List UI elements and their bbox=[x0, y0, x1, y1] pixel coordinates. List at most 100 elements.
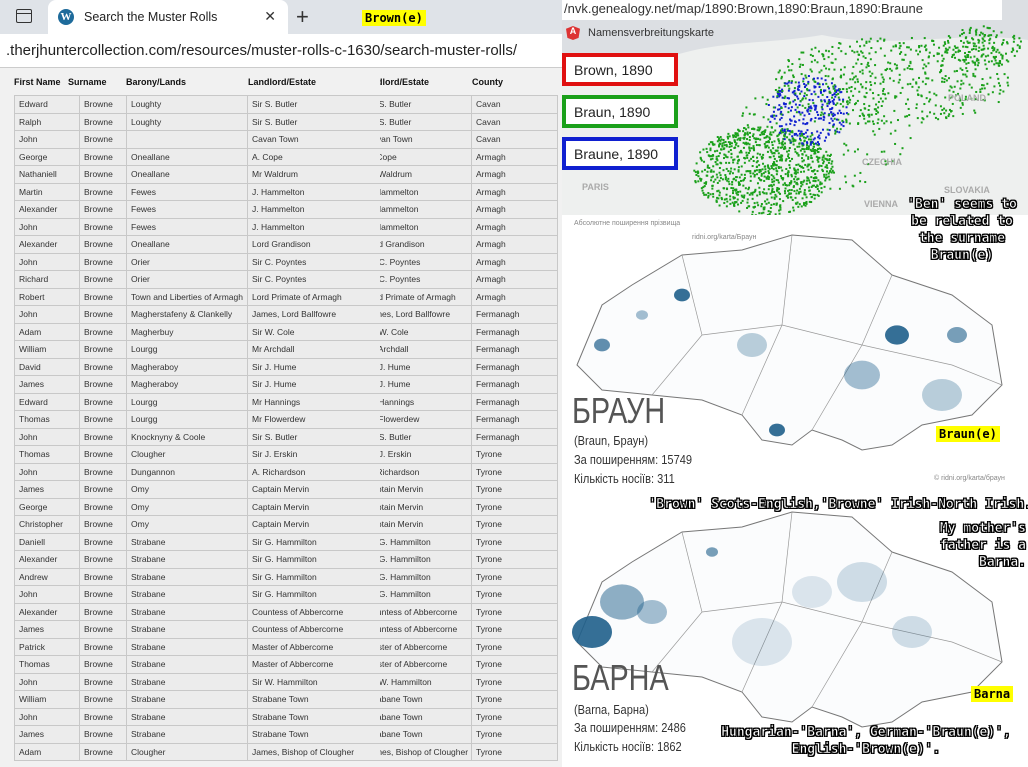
distribution-dot bbox=[843, 142, 846, 145]
distribution-dot bbox=[974, 111, 977, 114]
distribution-dot bbox=[728, 145, 731, 148]
distribution-dot bbox=[737, 134, 740, 137]
distribution-dot bbox=[939, 112, 942, 115]
distribution-dot bbox=[815, 149, 818, 152]
county-cell: Cavan bbox=[471, 113, 558, 131]
distribution-dot bbox=[993, 41, 996, 44]
distribution-dot bbox=[981, 37, 984, 40]
distribution-dot bbox=[778, 212, 781, 215]
distribution-dot bbox=[839, 68, 842, 71]
distribution-dot bbox=[906, 83, 909, 86]
distribution-dot bbox=[965, 75, 968, 78]
distribution-dot bbox=[769, 133, 772, 136]
distribution-dot bbox=[812, 150, 815, 153]
distribution-dot bbox=[947, 115, 950, 118]
distribution-dot bbox=[877, 111, 880, 114]
distribution-dot bbox=[973, 42, 976, 45]
distribution-dot bbox=[964, 52, 967, 55]
table-row: John Browne Knocknyny & Coole Sir S. Butler… bbox=[14, 428, 557, 446]
distribution-dot bbox=[736, 134, 739, 137]
distribution-dot bbox=[773, 180, 776, 183]
distribution-dot bbox=[837, 47, 840, 50]
distribution-dot bbox=[889, 132, 892, 135]
distribution-dot bbox=[710, 169, 713, 172]
distribution-dot bbox=[908, 114, 911, 117]
distribution-dot bbox=[831, 61, 834, 64]
distribution-dot bbox=[868, 52, 871, 55]
distribution-dot bbox=[771, 114, 774, 117]
distribution-dot bbox=[927, 62, 930, 65]
distribution-dot bbox=[833, 92, 836, 95]
distribution-dot bbox=[718, 166, 721, 169]
distribution-dot bbox=[817, 95, 820, 98]
distribution-dot bbox=[825, 170, 828, 173]
distribution-dot bbox=[860, 62, 863, 65]
distribution-dot bbox=[774, 106, 777, 109]
distribution-dot bbox=[851, 72, 854, 75]
surname-cell: Browne bbox=[79, 323, 126, 341]
distribution-dot bbox=[818, 71, 821, 74]
surname-cell: Browne bbox=[79, 236, 126, 254]
barony-cell: Knocknyny & Coole bbox=[126, 428, 247, 446]
distribution-dot bbox=[825, 67, 828, 70]
distribution-dot bbox=[803, 95, 806, 98]
distribution-dot bbox=[719, 136, 722, 139]
distribution-dot bbox=[827, 100, 830, 103]
distribution-dot bbox=[746, 192, 749, 195]
distribution-dot bbox=[807, 186, 810, 189]
distribution-dot bbox=[716, 140, 719, 143]
distribution-dot bbox=[752, 127, 755, 130]
landlord-cell: Sir G. Hammilton bbox=[247, 568, 380, 586]
tab-search-muster-rolls[interactable]: W Search the Muster Rolls ✕ bbox=[48, 0, 288, 34]
close-tab-icon[interactable]: ✕ bbox=[264, 8, 276, 24]
sidebar-toggle-icon[interactable] bbox=[16, 9, 32, 23]
distribution-dot bbox=[863, 44, 866, 47]
distribution-dot bbox=[810, 186, 813, 189]
distribution-dot bbox=[877, 94, 880, 97]
distribution-dot bbox=[927, 77, 930, 80]
landlord-clipped-cell: Sir J. Hume bbox=[380, 379, 411, 389]
distribution-dot bbox=[820, 88, 823, 91]
distribution-dot bbox=[988, 42, 991, 45]
distribution-dot bbox=[735, 189, 738, 192]
distribution-dot bbox=[750, 192, 753, 195]
distribution-dot bbox=[852, 94, 855, 97]
distribution-dot bbox=[783, 190, 786, 193]
distribution-dot bbox=[786, 155, 789, 158]
distribution-dot bbox=[697, 171, 700, 174]
distribution-dot bbox=[959, 106, 962, 109]
distribution-dot bbox=[908, 124, 911, 127]
distribution-dot bbox=[1006, 42, 1009, 45]
distribution-dot bbox=[859, 70, 862, 73]
distribution-dot bbox=[955, 69, 958, 72]
distribution-dot bbox=[818, 147, 821, 150]
distribution-dot bbox=[978, 34, 981, 37]
distribution-dot bbox=[811, 184, 814, 187]
map-url-bar[interactable]: /nvk.genealogy.net/map/1890:Brown,1890:B… bbox=[562, 0, 1002, 20]
tab-bar: W Search the Muster Rolls ✕ + Brown(e) bbox=[0, 0, 562, 34]
distribution-dot bbox=[916, 89, 919, 92]
distribution-dot bbox=[778, 86, 781, 89]
distribution-dot bbox=[785, 167, 788, 170]
distribution-dot bbox=[839, 91, 842, 94]
distribution-dot bbox=[835, 118, 838, 121]
new-tab-button[interactable]: + bbox=[296, 4, 309, 29]
distribution-dot bbox=[907, 107, 910, 110]
landlord-clipped-cell: Strabane Town bbox=[380, 729, 423, 739]
distribution-dot bbox=[842, 153, 845, 156]
distribution-dot bbox=[822, 55, 825, 58]
distribution-dot bbox=[846, 100, 849, 103]
distribution-dot bbox=[997, 82, 1000, 85]
address-bar[interactable]: .therjhuntercollection.com/resources/mus… bbox=[0, 34, 562, 68]
distribution-dot bbox=[801, 147, 804, 150]
distribution-dot bbox=[827, 56, 830, 59]
distribution-dot bbox=[925, 97, 928, 100]
distribution-dot bbox=[773, 117, 776, 120]
distribution-dot bbox=[838, 121, 841, 124]
distribution-dot bbox=[967, 51, 970, 54]
distribution-dot bbox=[780, 142, 783, 145]
distribution-dot bbox=[923, 63, 926, 66]
surname-cell: Browne bbox=[79, 673, 126, 691]
distribution-dot bbox=[832, 125, 835, 128]
